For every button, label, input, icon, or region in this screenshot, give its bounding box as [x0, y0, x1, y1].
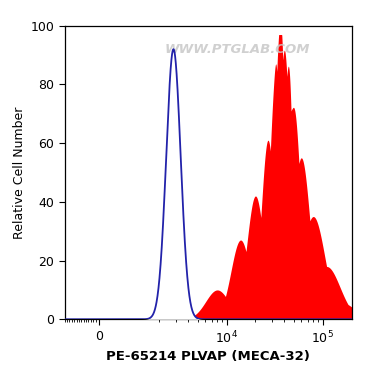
- Y-axis label: Relative Cell Number: Relative Cell Number: [13, 106, 26, 239]
- Text: WWW.PTGLAB.COM: WWW.PTGLAB.COM: [164, 43, 309, 56]
- X-axis label: PE-65214 PLVAP (MECA-32): PE-65214 PLVAP (MECA-32): [106, 350, 310, 363]
